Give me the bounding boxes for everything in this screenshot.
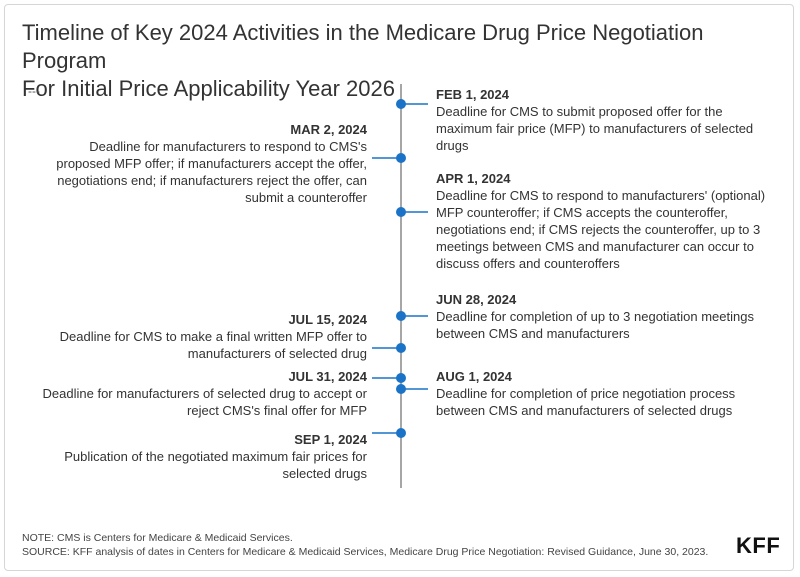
title-line-1: Timeline of Key 2024 Activities in the M… — [22, 20, 704, 73]
subtitle: --- — [28, 84, 40, 98]
event-date: APR 1, 2024 — [436, 171, 511, 186]
event-date: JUL 31, 2024 — [288, 369, 367, 384]
event-dot — [396, 153, 406, 163]
event-description: Deadline for CMS to respond to manufactu… — [436, 188, 766, 271]
event-date: SEP 1, 2024 — [294, 432, 367, 447]
timeline-event: SEP 1, 2024 Publication of the negotiated… — [36, 431, 367, 482]
timeline-event: APR 1, 2024 Deadline for CMS to respond t… — [436, 170, 781, 272]
timeline-event: JUL 15, 2024 Deadline for CMS to make a f… — [36, 311, 367, 362]
event-dot — [396, 384, 406, 394]
event-description: Deadline for manufacturers to respond to… — [56, 139, 367, 205]
timeline-event: FEB 1, 2024 Deadline for CMS to submit pr… — [436, 86, 766, 154]
event-description: Deadline for completion of up to 3 negot… — [436, 309, 754, 341]
note: NOTE: CMS is Centers for Medicare & Medi… — [22, 532, 293, 544]
event-date: FEB 1, 2024 — [436, 87, 509, 102]
timeline-event: JUL 31, 2024 Deadline for manufacturers o… — [36, 368, 367, 419]
event-dot — [396, 428, 406, 438]
event-date: JUN 28, 2024 — [436, 292, 517, 307]
event-date: AUG 1, 2024 — [436, 369, 512, 384]
event-dot — [396, 99, 406, 109]
event-dot — [396, 373, 406, 383]
event-dot — [396, 343, 406, 353]
event-dot — [396, 311, 406, 321]
event-description: Deadline for CMS to make a final written… — [59, 329, 367, 361]
event-description: Deadline for completion of price negotia… — [436, 386, 736, 418]
kff-logo: KFF — [736, 533, 781, 558]
chart-title: Timeline of Key 2024 Activities in the M… — [22, 19, 782, 103]
timeline-event: MAR 2, 2024 Deadline for manufacturers to… — [36, 121, 367, 206]
source: SOURCE: KFF analysis of dates in Centers… — [22, 546, 709, 558]
chart-frame — [4, 4, 794, 571]
event-date: JUL 15, 2024 — [288, 312, 367, 327]
event-dot — [396, 207, 406, 217]
event-description: Deadline for manufacturers of selected d… — [42, 386, 367, 418]
event-description: Deadline for CMS to submit proposed offe… — [436, 104, 754, 153]
timeline-event: AUG 1, 2024 Deadline for completion of pr… — [436, 368, 776, 419]
event-description: Publication of the negotiated maximum fa… — [64, 449, 367, 481]
title-line-2: For Initial Price Applicability Year 202… — [22, 76, 395, 101]
timeline-event: JUN 28, 2024 Deadline for completion of u… — [436, 291, 776, 342]
event-date: MAR 2, 2024 — [290, 122, 367, 137]
